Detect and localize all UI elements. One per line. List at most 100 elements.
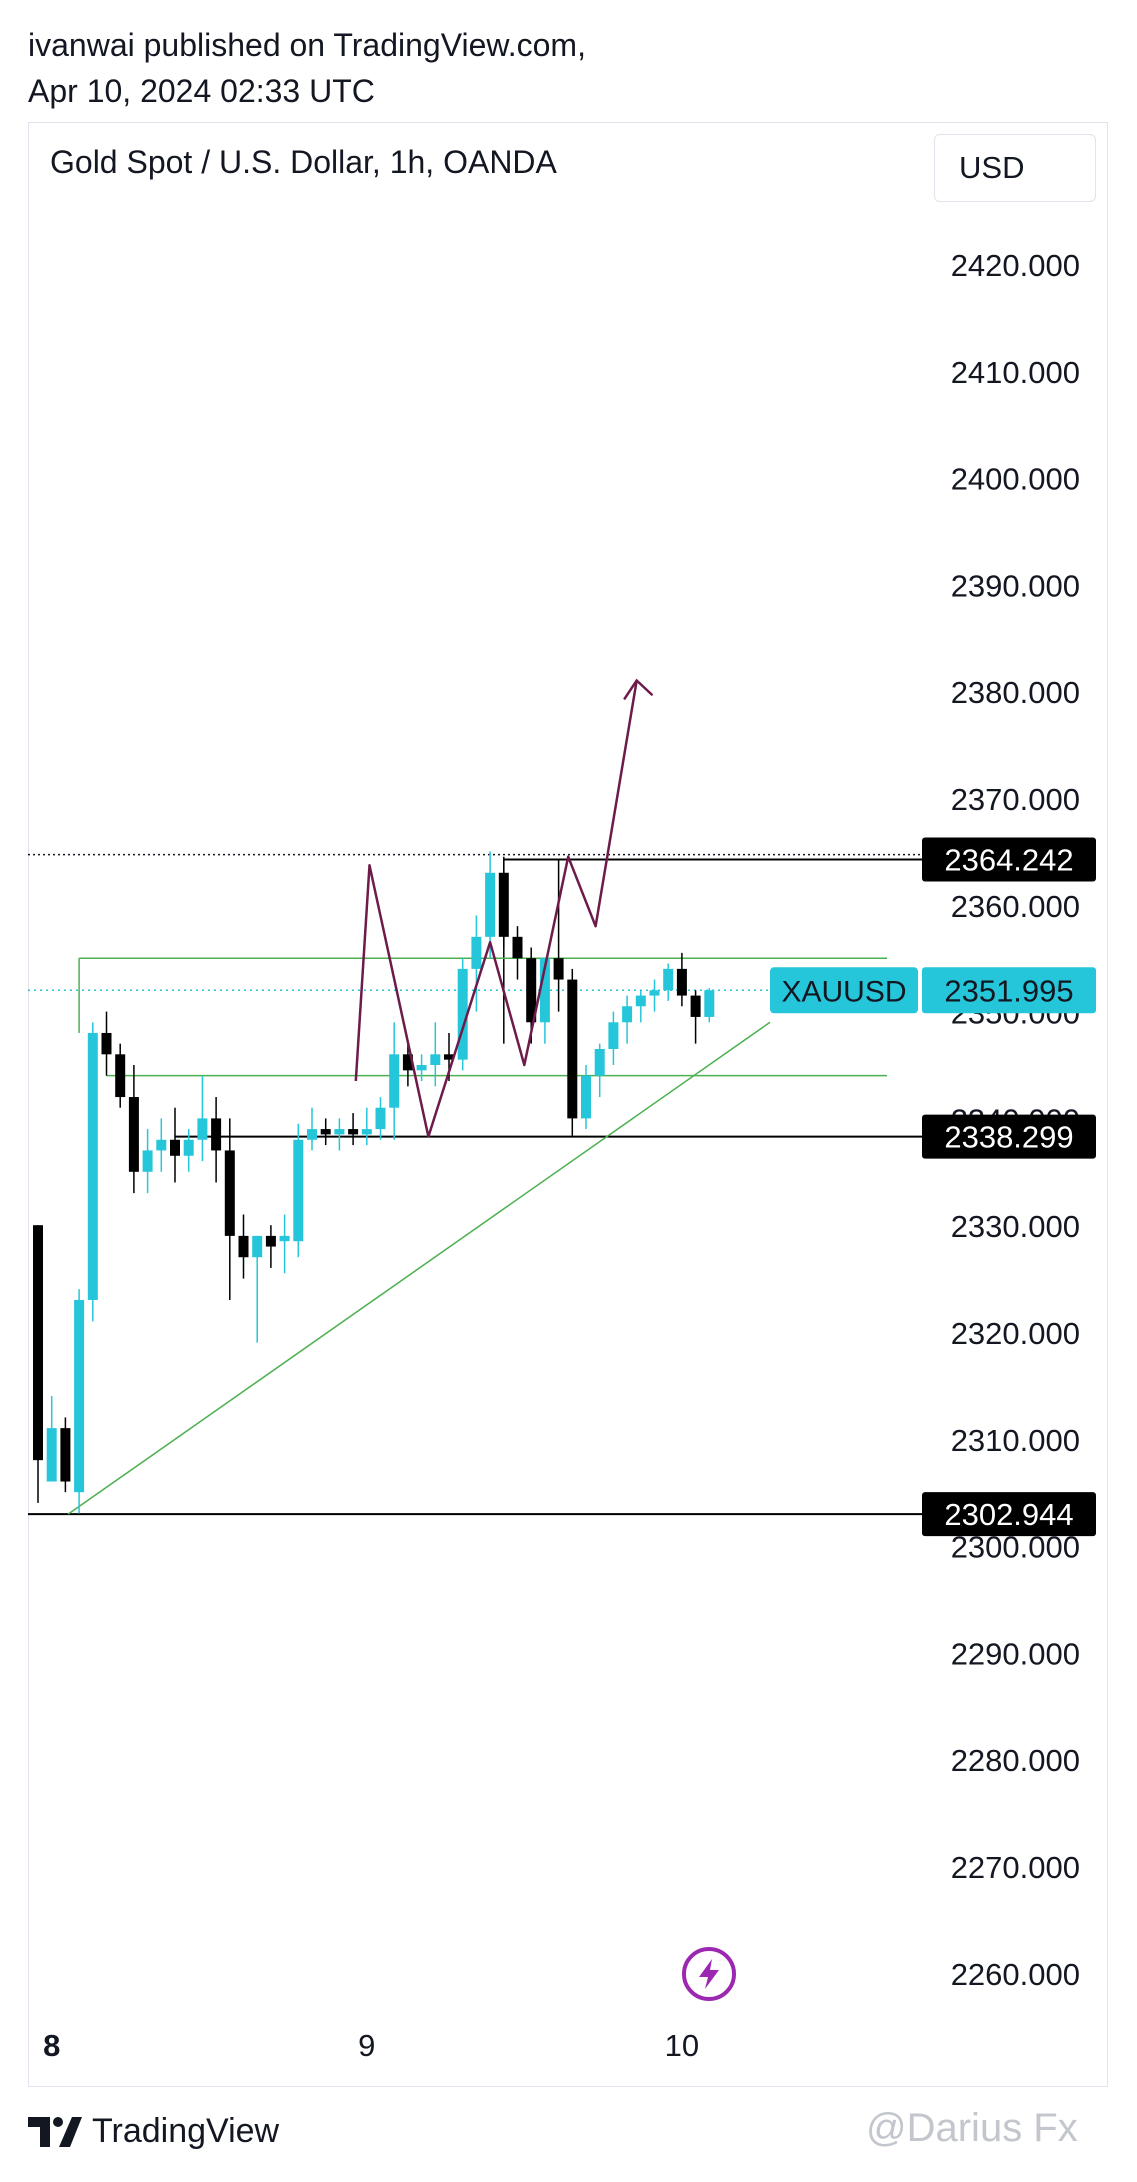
candle-body (594, 1048, 605, 1076)
y-tick-label: 2390.000 (951, 568, 1080, 603)
candle (457, 958, 468, 1071)
candle (512, 926, 523, 980)
y-tick-label: 2280.000 (951, 1743, 1080, 1778)
y-tick-label: 2320.000 (951, 1316, 1080, 1351)
candle-body (361, 1129, 372, 1135)
candle (60, 1417, 71, 1493)
candle-body (279, 1235, 290, 1242)
candle-body (252, 1235, 263, 1258)
price-label: 2302.944 (922, 1492, 1096, 1537)
candle (183, 1129, 194, 1172)
candle-body (307, 1129, 317, 1140)
projection-path (354, 680, 638, 1138)
candle-body (156, 1139, 167, 1151)
candle-body (211, 1118, 222, 1151)
candle (608, 1011, 619, 1065)
candle (279, 1214, 290, 1274)
candle (87, 1022, 98, 1322)
lightning-icon[interactable] (681, 1946, 737, 2002)
y-tick-label: 2290.000 (951, 1636, 1080, 1671)
y-tick-label: 2370.000 (951, 782, 1080, 817)
candle-body (115, 1054, 126, 1098)
candle-body (389, 1054, 400, 1108)
candle (402, 1043, 413, 1087)
price-label-text: 2338.299 (944, 1120, 1073, 1155)
tradingview-logo[interactable]: TradingView (28, 2112, 279, 2151)
candle-body (539, 958, 550, 1023)
candle (663, 963, 674, 1001)
candle-body (375, 1107, 386, 1130)
candle-body (33, 1225, 43, 1461)
symbol-title: Gold Spot / U.S. Dollar, 1h, OANDA (50, 144, 557, 180)
candle-body (608, 1022, 619, 1049)
candle (170, 1107, 180, 1183)
candle-body (348, 1129, 359, 1135)
candle-body (676, 968, 687, 996)
candle (594, 1043, 605, 1098)
candle (320, 1118, 331, 1146)
candle (101, 1011, 112, 1076)
tradingview-logo-icon (28, 2116, 82, 2147)
candle-body (87, 1032, 98, 1300)
candle-body (197, 1118, 208, 1140)
candle (115, 1043, 126, 1108)
candle-body (553, 958, 564, 980)
candle (307, 1107, 317, 1151)
publish-date: Apr 10, 2024 02:33 UTC (28, 73, 375, 109)
candle (581, 1065, 591, 1130)
candle (293, 1123, 304, 1258)
candle-body (526, 958, 537, 1023)
candle-body (416, 1065, 427, 1071)
currency-button[interactable]: USD (934, 134, 1096, 202)
y-tick-label: 2420.000 (951, 248, 1080, 283)
candle (252, 1235, 263, 1343)
projection-arrowhead (623, 678, 653, 700)
candle (635, 990, 646, 1023)
candle (361, 1107, 372, 1146)
candle (567, 968, 578, 1137)
y-tick-label: 2310.000 (951, 1423, 1080, 1458)
candle-body (46, 1428, 57, 1482)
candle (389, 1022, 400, 1140)
candle-body (74, 1299, 85, 1493)
x-tick-label: 9 (358, 2028, 375, 2063)
candle-body (320, 1129, 331, 1135)
candle (649, 979, 660, 1012)
candle-body (265, 1235, 276, 1247)
trend-line (67, 1021, 771, 1515)
candle (238, 1214, 249, 1279)
price-label: 2338.299 (922, 1114, 1096, 1159)
candle (622, 995, 633, 1044)
candle-body (471, 936, 482, 969)
candle-body (635, 995, 646, 1007)
candle (704, 988, 715, 1023)
x-tick-label: 8 (43, 2028, 60, 2063)
candle-body (430, 1054, 441, 1065)
price-label: 2364.242 (922, 837, 1096, 882)
y-tick-label: 2380.000 (951, 675, 1080, 710)
candle-body (567, 979, 578, 1119)
candle (142, 1129, 153, 1194)
candle-body (622, 1006, 633, 1023)
publisher-line: ivanwai published on TradingView.com, (28, 27, 586, 63)
candle-body (170, 1139, 180, 1156)
candle (471, 915, 482, 1012)
candle (197, 1075, 208, 1162)
candle (224, 1118, 235, 1300)
candle (334, 1118, 345, 1151)
candle-body (512, 936, 523, 959)
y-tick-label: 2260.000 (951, 1957, 1080, 1992)
candle (33, 1225, 43, 1503)
current-price-text: 2351.995 (944, 973, 1073, 1008)
candle (485, 851, 496, 959)
tradingview-wordmark: TradingView (92, 2112, 280, 2150)
price-label-text: 2364.242 (944, 842, 1073, 877)
symbol-tag (770, 967, 918, 1014)
candle (498, 856, 509, 948)
y-tick-label: 2360.000 (951, 889, 1080, 924)
candle-body (60, 1428, 71, 1482)
y-tick-label: 2410.000 (951, 355, 1080, 390)
candle (430, 1022, 441, 1087)
candle-body (485, 872, 496, 937)
